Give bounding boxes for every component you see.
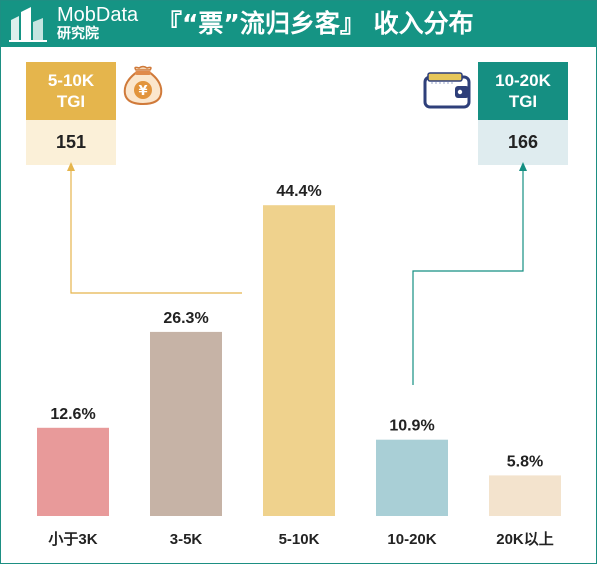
- tgi-card-value: 166: [478, 120, 568, 165]
- category-label: 20K以上: [496, 531, 554, 548]
- category-label: 5-10K: [279, 531, 320, 548]
- category-label: 小于3K: [48, 531, 97, 548]
- tgi-card-value: 151: [26, 120, 116, 165]
- connector-line-5-10k: [70, 167, 242, 294]
- svg-text:¥: ¥: [138, 84, 147, 99]
- header-bar: MobData 研究院 『“票”流归乡客』 收入分布: [1, 1, 596, 47]
- brand-name: MobData: [57, 4, 139, 26]
- tgi-card-metric: TGI: [508, 92, 538, 111]
- bar-3: [376, 439, 448, 516]
- category-label: 10-20K: [387, 531, 436, 548]
- tgi-card-range: 10-20K: [495, 71, 551, 90]
- page-title: 『“票”流归乡客』 收入分布: [157, 9, 474, 38]
- tgi-card-5-10k: 5-10K TGI 151: [26, 62, 116, 165]
- tgi-card-range: 5-10K: [47, 71, 95, 90]
- tgi-card-header: 5-10K TGI: [26, 62, 116, 120]
- tgi-card-header: 10-20K TGI: [478, 62, 568, 120]
- bar-value-label: 10.9%: [389, 418, 434, 435]
- wallet-icon: [423, 72, 471, 109]
- tgi-card-metric: TGI: [56, 92, 86, 111]
- bar-value-label: 26.3%: [163, 310, 208, 327]
- category-label: 3-5K: [170, 531, 203, 548]
- connector-arrow-10-20k: [519, 162, 527, 171]
- bar-1: [150, 331, 222, 516]
- bar-0: [37, 427, 109, 516]
- tgi-card-10-20k: 10-20K TGI 166: [478, 62, 568, 165]
- bar-value-label: 44.4%: [276, 183, 321, 200]
- mobdata-logo-icon: [9, 7, 47, 42]
- connector-line-10-20k: [412, 167, 524, 385]
- brand-subtitle: 研究院: [57, 26, 99, 42]
- money-bag-icon: ¥: [123, 65, 163, 106]
- bar-value-label: 12.6%: [50, 406, 95, 423]
- connector-arrow-5-10k: [67, 162, 75, 171]
- bar-2: [263, 205, 335, 516]
- bar-value-label: 5.8%: [507, 453, 543, 470]
- bar-4: [489, 475, 561, 516]
